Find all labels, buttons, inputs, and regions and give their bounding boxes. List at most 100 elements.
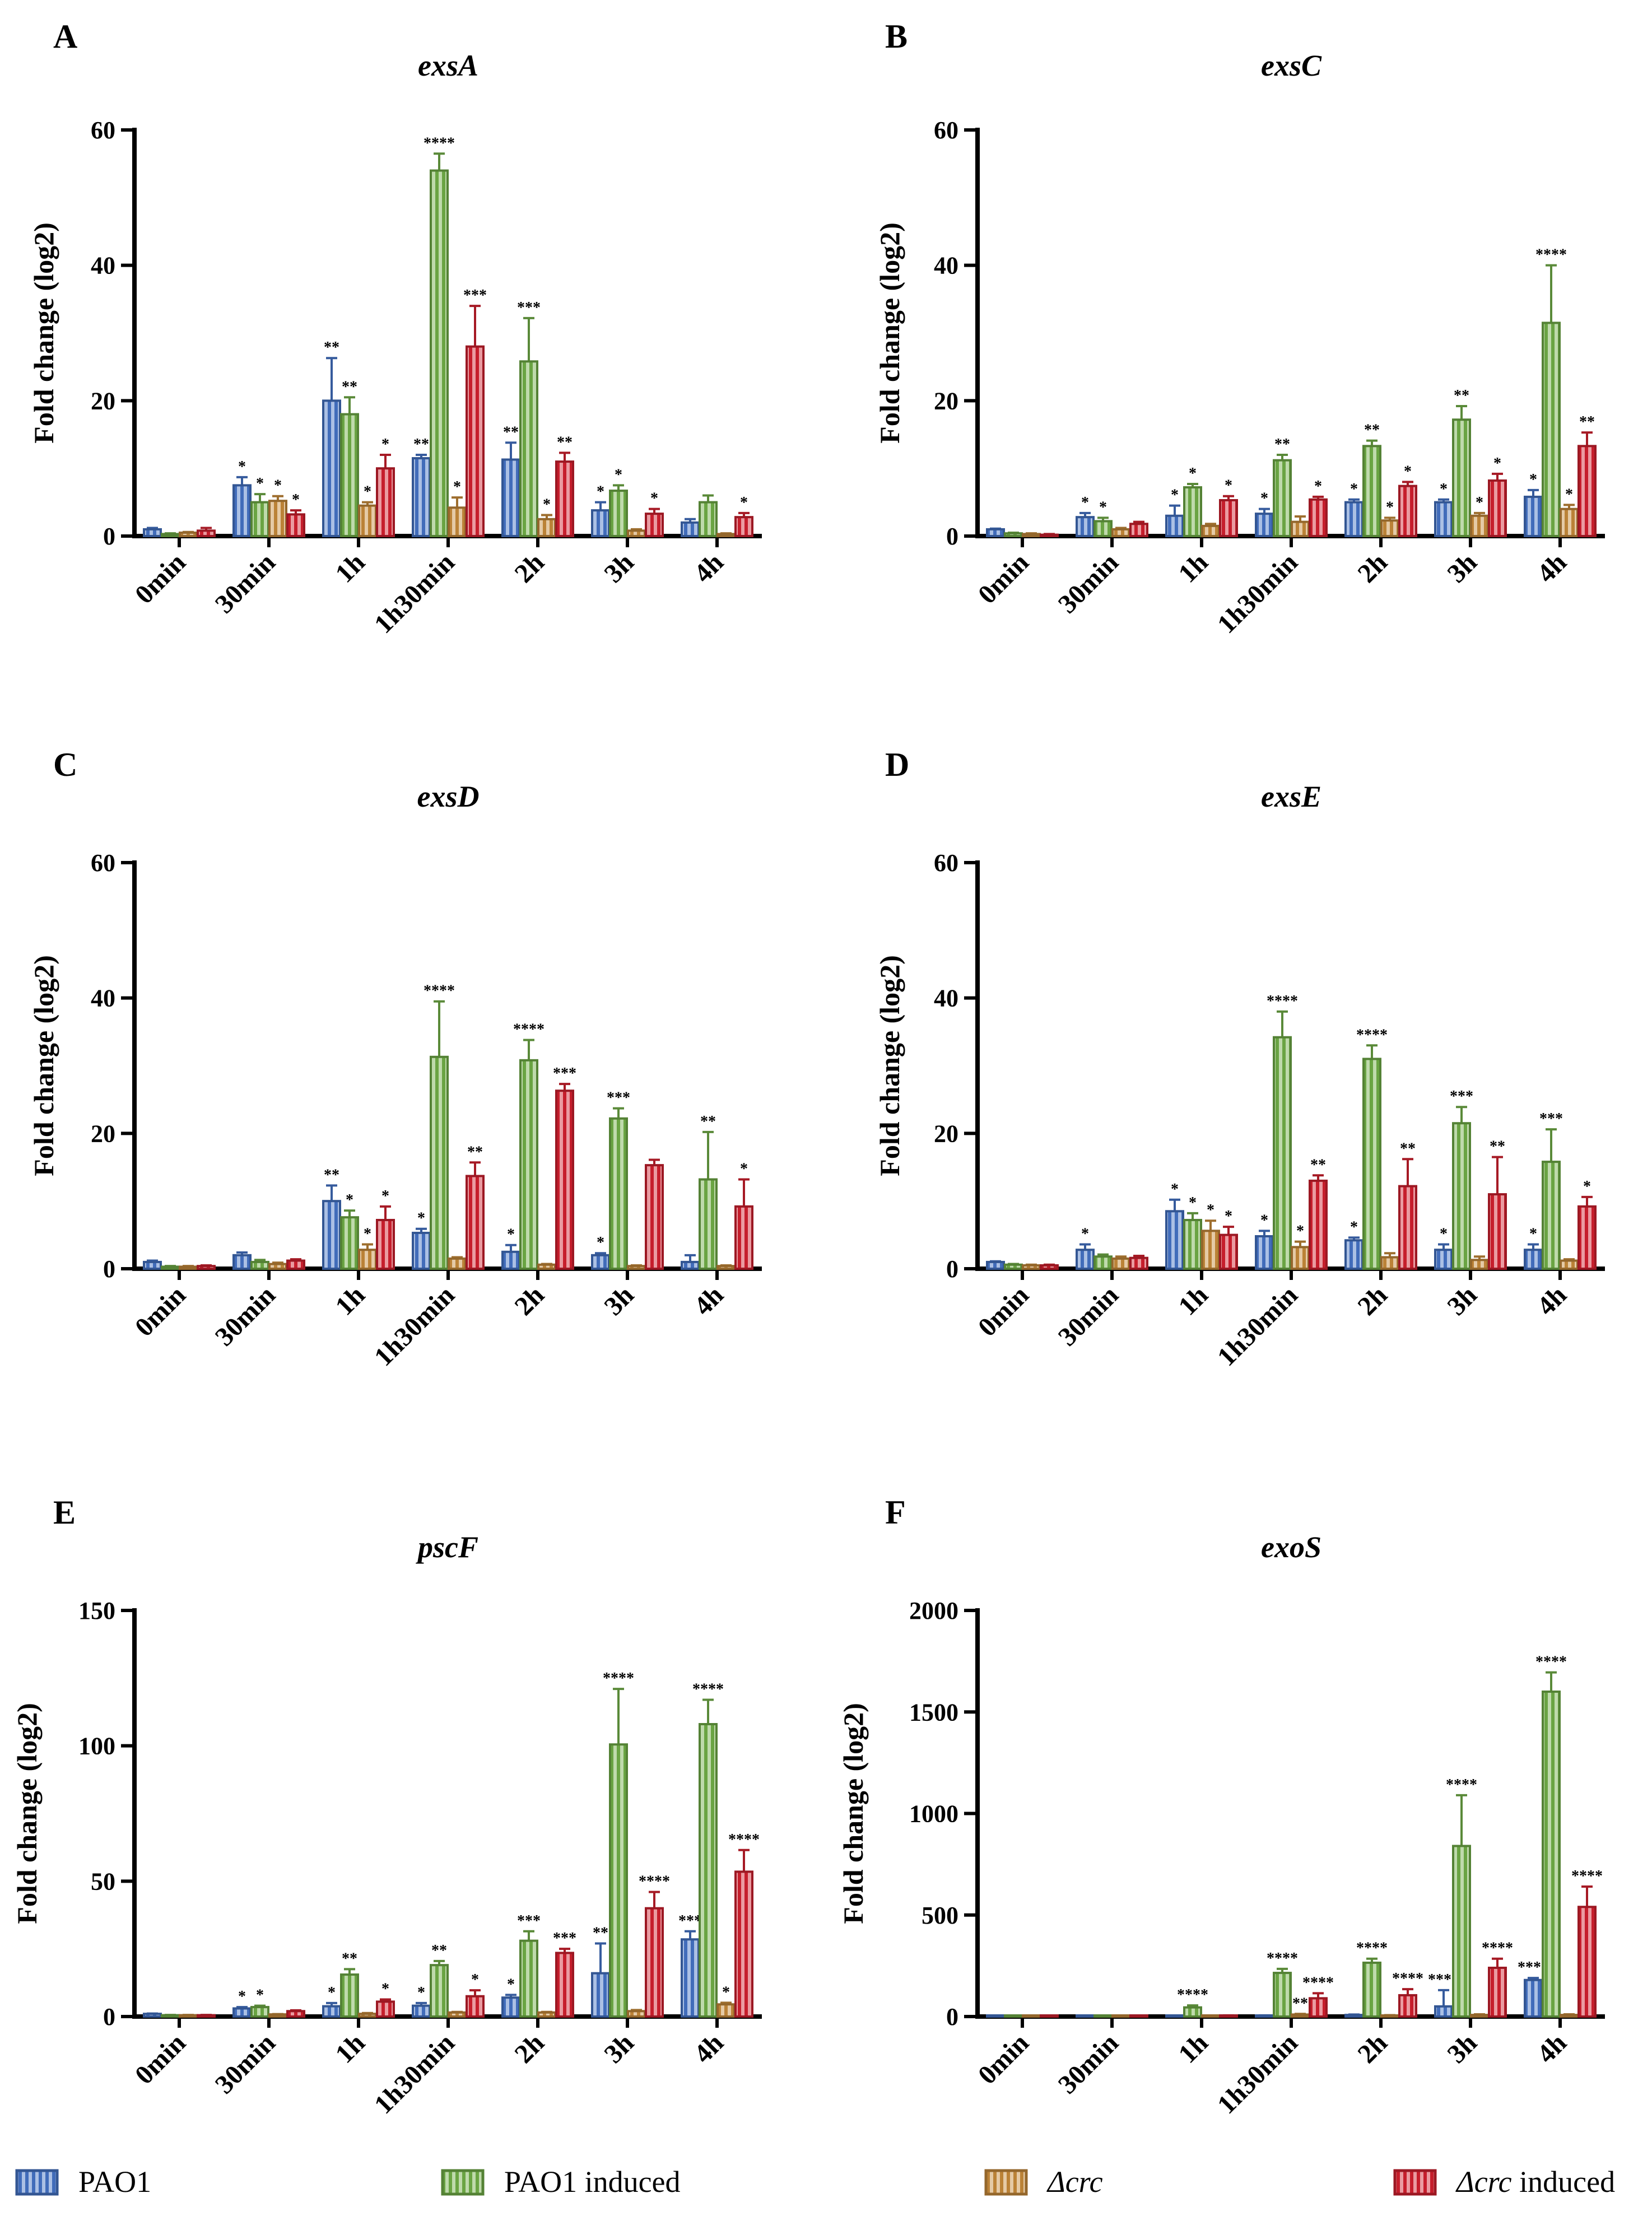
significance-label: * xyxy=(1225,1208,1232,1225)
x-tick-label: 2h xyxy=(1352,1280,1393,1321)
bar xyxy=(1255,2014,1274,2018)
bar xyxy=(376,1219,395,1270)
bar xyxy=(268,500,287,538)
bar xyxy=(286,513,305,537)
bar xyxy=(250,501,269,537)
bar xyxy=(1004,2014,1023,2018)
y-axis-label: Fold change (log2) xyxy=(28,222,59,443)
significance-label: ** xyxy=(1310,1156,1326,1174)
bar xyxy=(699,501,718,537)
significance-label: *** xyxy=(678,1912,702,1930)
significance-label: ** xyxy=(1400,1140,1416,1157)
bar xyxy=(1577,445,1597,538)
legend-item: PAO1 induced xyxy=(441,2165,681,2199)
bar xyxy=(412,1231,431,1270)
bar xyxy=(143,2013,162,2018)
bar xyxy=(1183,486,1202,537)
x-tick-label: 1h xyxy=(329,547,370,588)
bar xyxy=(1255,1235,1274,1270)
significance-label: * xyxy=(1260,1212,1268,1229)
significance-label: * xyxy=(543,496,551,514)
significance-label: **** xyxy=(1356,1940,1388,1957)
x-tick-label: 3h xyxy=(1441,1280,1482,1321)
bar xyxy=(1004,1263,1023,1270)
bar xyxy=(197,1265,216,1270)
y-tick-label: 20 xyxy=(934,387,958,415)
significance-label: *** xyxy=(463,287,487,304)
significance-label: **** xyxy=(1392,1970,1423,1987)
bar xyxy=(1470,514,1489,537)
bar xyxy=(1560,2014,1579,2018)
bar xyxy=(1470,2014,1489,2018)
legend-swatch xyxy=(984,2169,1028,2196)
x-tick-label: 1h30min xyxy=(1212,1280,1304,1372)
significance-label: * xyxy=(346,1191,353,1209)
bar xyxy=(1022,1264,1041,1270)
significance-label: ** xyxy=(503,423,519,441)
significance-label: * xyxy=(597,1234,604,1251)
y-axis-label: Fold change (log2) xyxy=(874,222,905,443)
significance-label: * xyxy=(740,494,748,511)
bar xyxy=(1434,2005,1453,2018)
significance-label: **** xyxy=(1177,1986,1208,2004)
significance-label: * xyxy=(364,1226,371,1243)
bar xyxy=(179,531,198,537)
bar xyxy=(627,1265,646,1270)
y-tick-label: 2000 xyxy=(909,1597,958,1624)
significance-label: ** xyxy=(467,1143,483,1161)
bar xyxy=(609,490,628,538)
bar xyxy=(519,1939,538,2018)
bar xyxy=(734,1870,753,2018)
significance-label: ** xyxy=(1364,422,1380,439)
bar xyxy=(1076,1249,1095,1270)
bar xyxy=(699,1723,718,2018)
bar xyxy=(1219,499,1238,537)
significance-label: * xyxy=(1171,487,1179,504)
significance-label: *** xyxy=(553,1065,576,1082)
bar xyxy=(1398,485,1417,537)
panel-letter: D xyxy=(885,746,909,783)
significance-label: **** xyxy=(1535,246,1567,264)
bar xyxy=(250,1260,269,1270)
bar xyxy=(1434,1249,1453,1270)
bar xyxy=(322,1200,341,1270)
significance-label: * xyxy=(615,466,622,483)
bar xyxy=(197,529,216,537)
bar xyxy=(161,533,180,537)
x-tick-label: 0min xyxy=(972,547,1035,609)
bar xyxy=(1344,2014,1364,2018)
y-tick-label: 100 xyxy=(78,1733,115,1760)
bar xyxy=(1542,1691,1561,2018)
bar xyxy=(358,2013,377,2018)
significance-label: **** xyxy=(728,1831,760,1848)
significance-label: ** xyxy=(1579,413,1595,431)
legend-label: PAO1 xyxy=(78,2165,151,2199)
x-tick-label: 1h30min xyxy=(369,547,460,639)
significance-label: **** xyxy=(1535,1654,1567,1671)
legend-label: PAO1 induced xyxy=(504,2165,681,2199)
x-tick-label: 4h xyxy=(688,547,729,588)
bar xyxy=(501,458,520,537)
x-tick-label: 2h xyxy=(1352,2028,1393,2069)
bar xyxy=(986,528,1005,538)
significance-label: * xyxy=(1314,478,1322,495)
x-tick-label: 3h xyxy=(1441,547,1482,588)
x-tick-label: 30min xyxy=(1053,2028,1124,2099)
significance-label: **** xyxy=(424,983,455,1000)
y-tick-label: 1500 xyxy=(909,1698,958,1726)
legend-item: PAO1 xyxy=(15,2165,151,2199)
gene-title: exoS xyxy=(1261,1530,1321,1564)
y-tick-label: 50 xyxy=(91,1868,115,1895)
legend: PAO1 PAO1 induced Δcrc Δcrc induced xyxy=(15,2165,1615,2199)
significance-label: *** xyxy=(1539,1110,1563,1128)
y-tick-label: 40 xyxy=(934,252,958,280)
bar xyxy=(1201,524,1220,537)
y-tick-label: 40 xyxy=(934,985,958,1012)
y-tick-label: 40 xyxy=(91,985,115,1012)
bar xyxy=(519,360,538,537)
bar xyxy=(466,1995,485,2018)
